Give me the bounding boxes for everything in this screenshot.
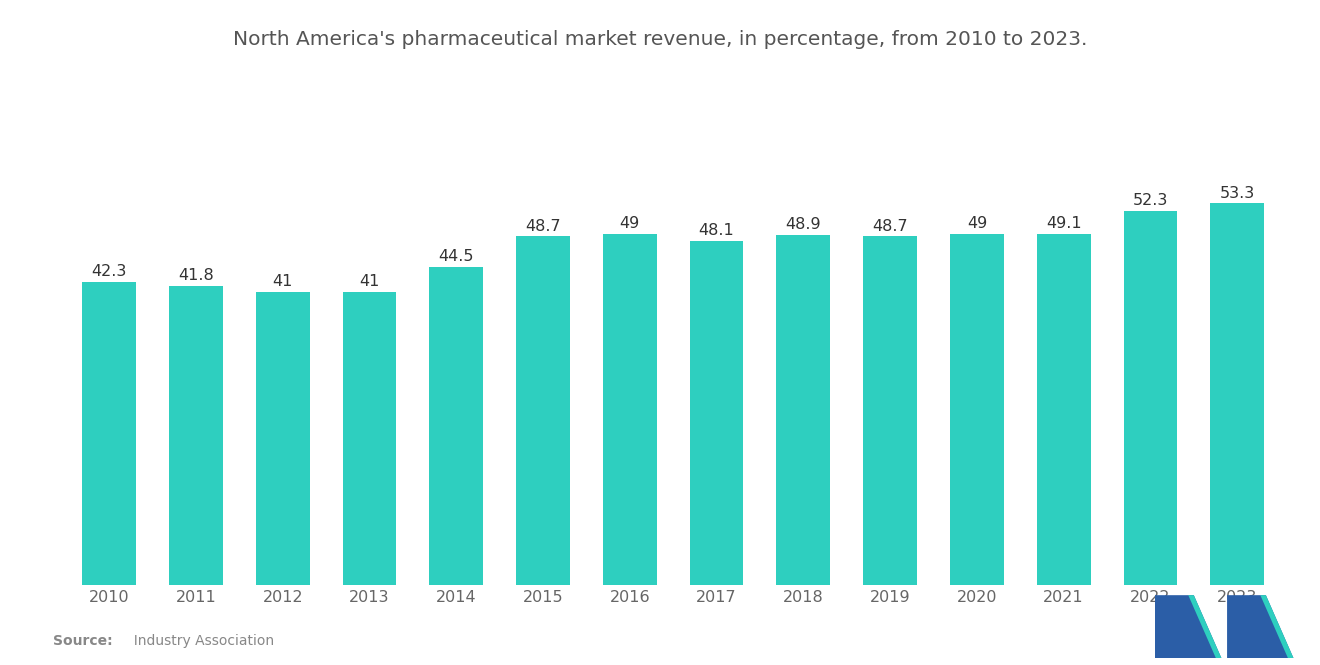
Text: Source:: Source: xyxy=(53,634,112,648)
Text: North America's pharmaceutical market revenue, in percentage, from 2010 to 2023.: North America's pharmaceutical market re… xyxy=(232,30,1088,49)
Text: 48.7: 48.7 xyxy=(525,219,561,233)
Text: 49.1: 49.1 xyxy=(1045,215,1081,231)
Bar xyxy=(863,237,917,585)
Bar xyxy=(169,286,223,585)
Bar xyxy=(343,291,396,585)
Bar xyxy=(256,291,310,585)
Text: Industry Association: Industry Association xyxy=(125,634,275,648)
Bar xyxy=(516,237,570,585)
Text: 42.3: 42.3 xyxy=(91,265,127,279)
Bar xyxy=(776,235,830,585)
Text: 52.3: 52.3 xyxy=(1133,193,1168,207)
Bar xyxy=(1210,203,1265,585)
Bar xyxy=(689,241,743,585)
Text: 41: 41 xyxy=(272,274,293,289)
Bar xyxy=(603,234,657,585)
Text: 53.3: 53.3 xyxy=(1220,186,1255,201)
Text: 44.5: 44.5 xyxy=(438,249,474,263)
Text: 48.7: 48.7 xyxy=(873,219,908,233)
Bar xyxy=(429,267,483,585)
Bar xyxy=(82,282,136,585)
Text: 41: 41 xyxy=(359,274,380,289)
Bar xyxy=(1036,233,1090,585)
Text: 48.1: 48.1 xyxy=(698,223,734,238)
Bar xyxy=(950,234,1003,585)
Bar xyxy=(1123,211,1177,585)
Text: 49: 49 xyxy=(619,216,640,231)
Text: 49: 49 xyxy=(966,216,987,231)
Text: 41.8: 41.8 xyxy=(178,268,214,283)
Text: 48.9: 48.9 xyxy=(785,217,821,232)
